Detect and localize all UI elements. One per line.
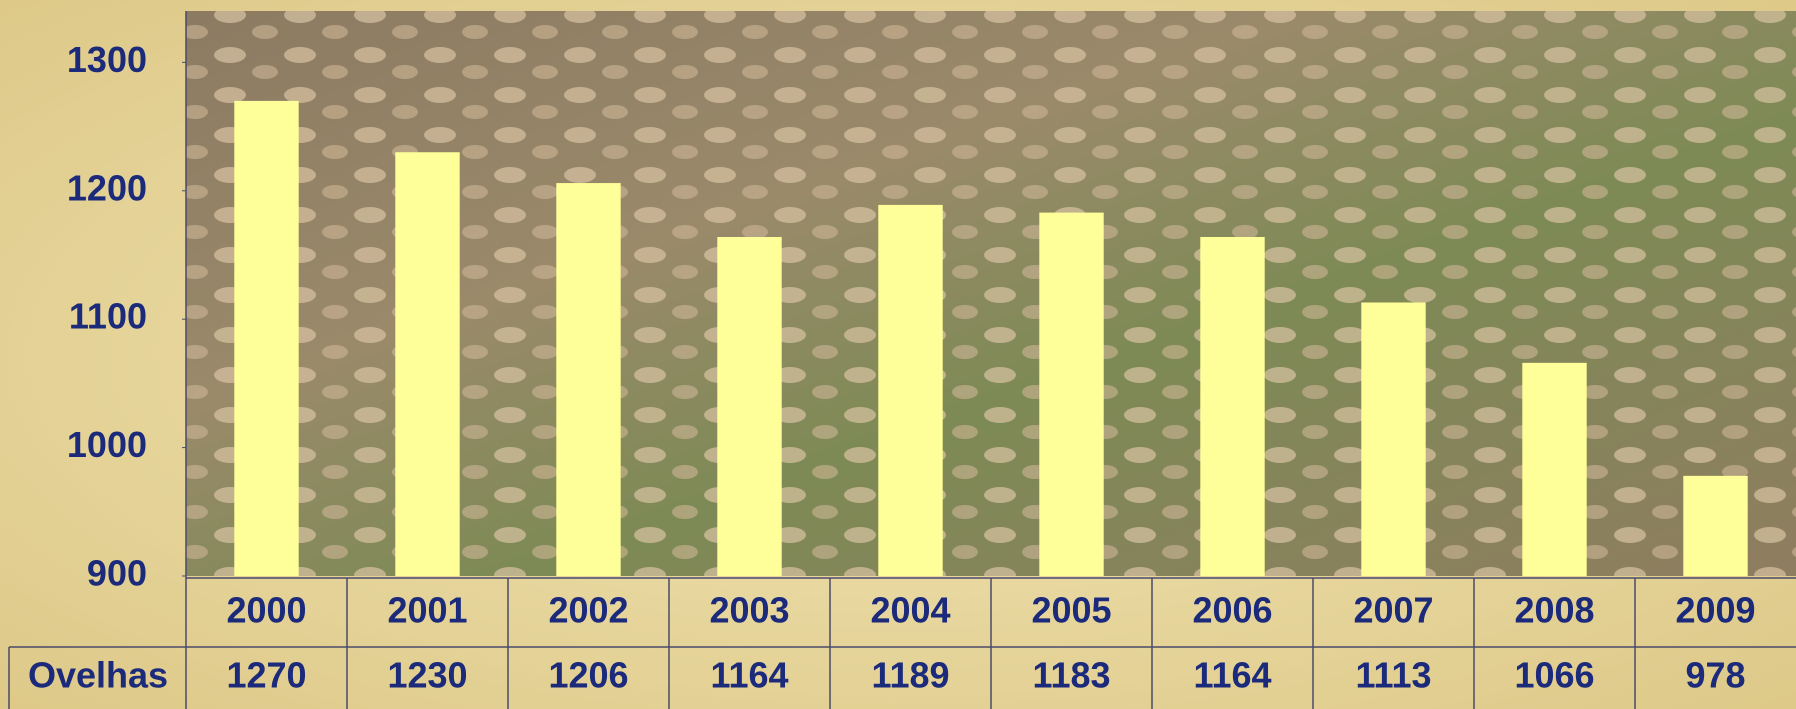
table-value: 1113 [1355, 655, 1431, 696]
y-tick-label: 1100 [69, 296, 147, 337]
x-tick-label: 2009 [1675, 590, 1755, 631]
bar [878, 204, 943, 577]
bar [1683, 475, 1748, 576]
bar [1200, 237, 1265, 576]
table-value: 1270 [226, 655, 306, 696]
x-tick-label: 2003 [709, 590, 789, 631]
bar [1361, 302, 1426, 576]
legend-label: Ovelhas [28, 655, 168, 696]
x-tick-label: 2002 [548, 590, 628, 631]
table-value: 1066 [1514, 655, 1594, 696]
x-tick-label: 2006 [1192, 590, 1272, 631]
bar [717, 237, 782, 576]
x-tick-label: 2004 [870, 590, 950, 631]
y-tick-label: 1300 [67, 39, 147, 80]
bar [1039, 212, 1104, 576]
x-tick-label: 2000 [226, 590, 306, 631]
table-value: 1189 [871, 655, 949, 696]
bar [395, 152, 460, 576]
x-tick-label: 2008 [1514, 590, 1594, 631]
x-tick-label: 2001 [387, 590, 467, 631]
table-value: 1206 [548, 655, 628, 696]
x-tick-label: 2005 [1031, 590, 1111, 631]
bar [1522, 362, 1587, 576]
data-table [8, 11, 1796, 709]
y-tick-label: 1200 [67, 167, 147, 208]
table-value: 978 [1685, 655, 1745, 696]
table-value: 1183 [1032, 655, 1110, 696]
x-tick-label: 2007 [1353, 590, 1433, 631]
y-tick-label: 900 [87, 553, 147, 594]
bar [234, 100, 299, 577]
y-tick-label: 1000 [67, 424, 147, 465]
table-value: 1164 [1193, 655, 1271, 696]
table-value: 1230 [387, 655, 467, 696]
table-value: 1164 [710, 655, 788, 696]
bar [556, 183, 621, 576]
